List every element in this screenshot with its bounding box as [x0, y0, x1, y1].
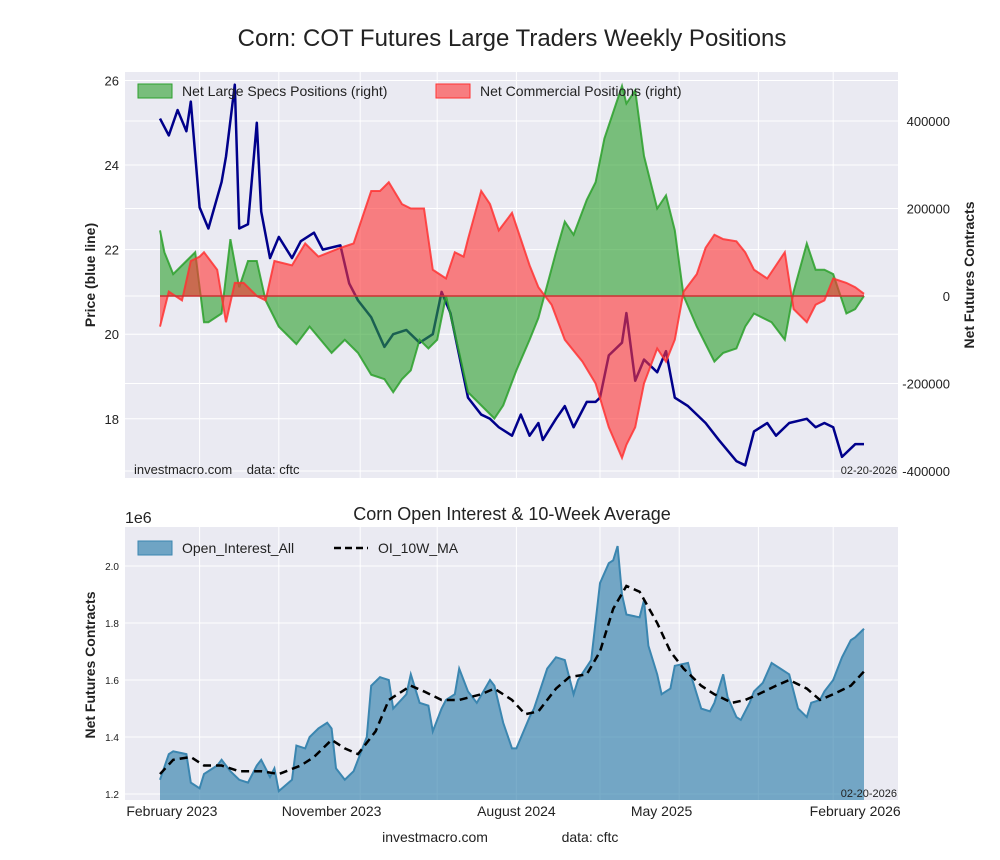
moving-average-line — [159, 584, 865, 776]
positions-marks — [158, 82, 865, 467]
open-interest-tick-label: 1.4 — [105, 733, 119, 744]
open-interest-date-label: 02-20-2026 — [841, 788, 897, 800]
date-tick-label: February 2023 — [126, 803, 217, 819]
legend-label-specs: Net Large Specs Positions (right) — [182, 83, 387, 99]
y-scale-label: 1e6 — [125, 510, 152, 527]
date-tick-label: November 2023 — [282, 803, 382, 819]
figure-title: Corn: COT Futures Large Traders Weekly P… — [238, 25, 787, 52]
price-tick-label: 26 — [105, 73, 119, 88]
open-interest-title: Corn Open Interest & 10-Week Average — [353, 504, 671, 524]
positions-date-label: 02-20-2026 — [841, 465, 897, 477]
open-interest-axis-label: Net Futures Contracts — [82, 591, 98, 738]
legend-label-commercial: Net Commercial Positions (right) — [480, 83, 682, 99]
open-interest-legend: Open_Interest_All OI_10W_MA — [137, 540, 459, 556]
positions-legend: Net Large Specs Positions (right) Net Co… — [137, 83, 682, 99]
open-interest-tick-label: 1.2 — [105, 790, 119, 801]
legend-swatch-commercial — [435, 83, 471, 99]
net-positions-axis-label: Net Futures Contracts — [961, 201, 977, 348]
open-interest-chart: Corn Open Interest & 10-Week Average 1e6… — [82, 504, 901, 845]
legend-label-ma: OI_10W_MA — [378, 540, 459, 556]
positions-tick-label: 400000 — [907, 114, 950, 129]
price-axis-label: Price (blue line) — [82, 223, 98, 327]
footer-site: investmacro.com — [382, 829, 488, 845]
open-interest-tick-label: 1.6 — [105, 676, 119, 687]
price-tick-label: 18 — [105, 412, 119, 427]
legend-label-open-interest: Open_Interest_All — [182, 540, 294, 556]
legend-swatch-specs — [137, 83, 173, 99]
positions-tick-label: 0 — [943, 289, 950, 304]
price-tick-label: 20 — [105, 327, 119, 342]
specs-area — [160, 86, 864, 419]
commercial-area — [160, 182, 864, 458]
positions-tick-label: -200000 — [902, 377, 950, 392]
open-interest-tick-label: 2.0 — [105, 562, 119, 573]
date-tick-label: February 2026 — [810, 803, 901, 819]
open-interest-line — [159, 545, 865, 794]
date-tick-label: May 2025 — [631, 803, 693, 819]
footer-source: data: cftc — [562, 829, 619, 845]
price-tick-label: 24 — [105, 158, 119, 173]
specs-line — [159, 82, 865, 421]
positions-watermark: investmacro.com data: cftc — [134, 462, 300, 477]
open-interest-tick-label: 1.8 — [105, 619, 119, 630]
positions-chart: 18 20 22 24 26 -400000 -200000 0 200000 400000 Pr… — [82, 72, 977, 479]
open-interest-marks — [159, 545, 865, 800]
legend-swatch-open-interest — [137, 540, 173, 556]
price-tick-label: 22 — [105, 243, 119, 258]
open-interest-area — [160, 546, 864, 800]
open-interest-ticks: 1.2 1.4 1.6 1.8 2.0 February 2023 November 202… — [105, 562, 901, 819]
positions-tick-label: -400000 — [902, 464, 950, 479]
date-tick-label: August 2024 — [477, 803, 556, 819]
positions-ticks: 18 20 22 24 26 -400000 -200000 0 200000 400000 — [105, 73, 950, 479]
positions-tick-label: 200000 — [907, 202, 950, 217]
